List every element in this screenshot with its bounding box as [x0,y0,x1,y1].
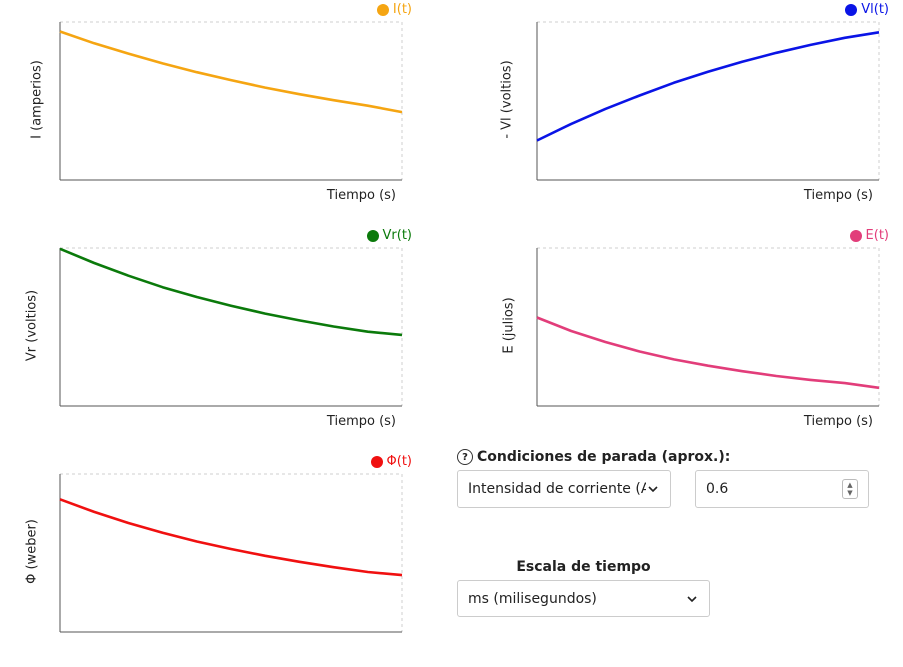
chart-panel-resistor-voltage: Vr(t) Vr (voltios) Tiempo (s) [20,226,440,441]
legend[interactable]: E(t) [849,228,889,243]
legend-dot [376,3,389,16]
legend-label: I(t) [392,2,412,17]
time-scale-title: Escala de tiempo [516,559,651,575]
y-axis-label: Φ (weber) [24,519,40,584]
legend-dot [845,3,858,16]
x-axis-label: Tiempo (s) [326,414,396,429]
stop-value: 0.6 [706,481,729,497]
help-icon[interactable]: ? [457,449,473,465]
legend-label: Φ(t) [386,454,412,469]
chart-svg [59,21,403,181]
series-line [59,30,403,114]
series-line [536,316,880,390]
stop-conditions-title: ? Condiciones de parada (aprox.): [457,449,730,465]
y-axis-label: E (julios) [501,297,517,354]
legend[interactable]: I(t) [376,2,412,17]
y-axis-label: Vr (voltios) [24,289,40,362]
chart-panel-energy: E(t) E (julios) Tiempo (s) [497,226,903,441]
stop-condition-value: Intensidad de corriente (A [468,481,646,497]
legend-label: Vl(t) [861,2,889,17]
chart-svg [536,21,880,181]
spinner-icon[interactable]: ▲ ▼ [842,479,858,499]
stop-condition-select[interactable]: Intensidad de corriente (A [457,470,671,508]
y-axis-label: - Vl (voltios) [499,60,515,139]
series-line [59,498,403,577]
legend-dot [370,455,383,468]
legend-label: E(t) [865,228,889,243]
legend[interactable]: Φ(t) [370,454,412,469]
legend-label: Vr(t) [382,228,412,243]
time-scale-value: ms (milisegundos) [468,590,597,607]
chart-svg [59,247,403,407]
time-scale-select[interactable]: ms (milisegundos) [457,580,710,617]
legend[interactable]: Vr(t) [366,228,412,243]
stop-conditions-label: Condiciones de parada (aprox.): [477,449,731,465]
chart-panel-inductor-voltage: Vl(t) - Vl (voltios) Tiempo (s) [497,0,903,215]
chart-panel-current: I(t) I (amperios) Tiempo (s) [20,0,440,215]
legend[interactable]: Vl(t) [845,2,889,17]
x-axis-label: Tiempo (s) [803,414,873,429]
series-line [536,31,880,142]
y-axis-label: I (amperios) [29,60,45,139]
chart-panel-flux: Φ(t) Φ (weber) [20,452,440,667]
chevron-down-icon [687,595,697,602]
series-line [59,247,403,337]
chevron-down-icon [648,486,658,493]
x-axis-label: Tiempo (s) [803,188,873,203]
chart-svg [59,473,403,633]
stop-value-input[interactable]: 0.6 ▲ ▼ [695,470,869,508]
legend-dot [849,229,862,242]
chart-svg [536,247,880,407]
legend-dot [366,229,379,242]
x-axis-label: Tiempo (s) [326,188,396,203]
